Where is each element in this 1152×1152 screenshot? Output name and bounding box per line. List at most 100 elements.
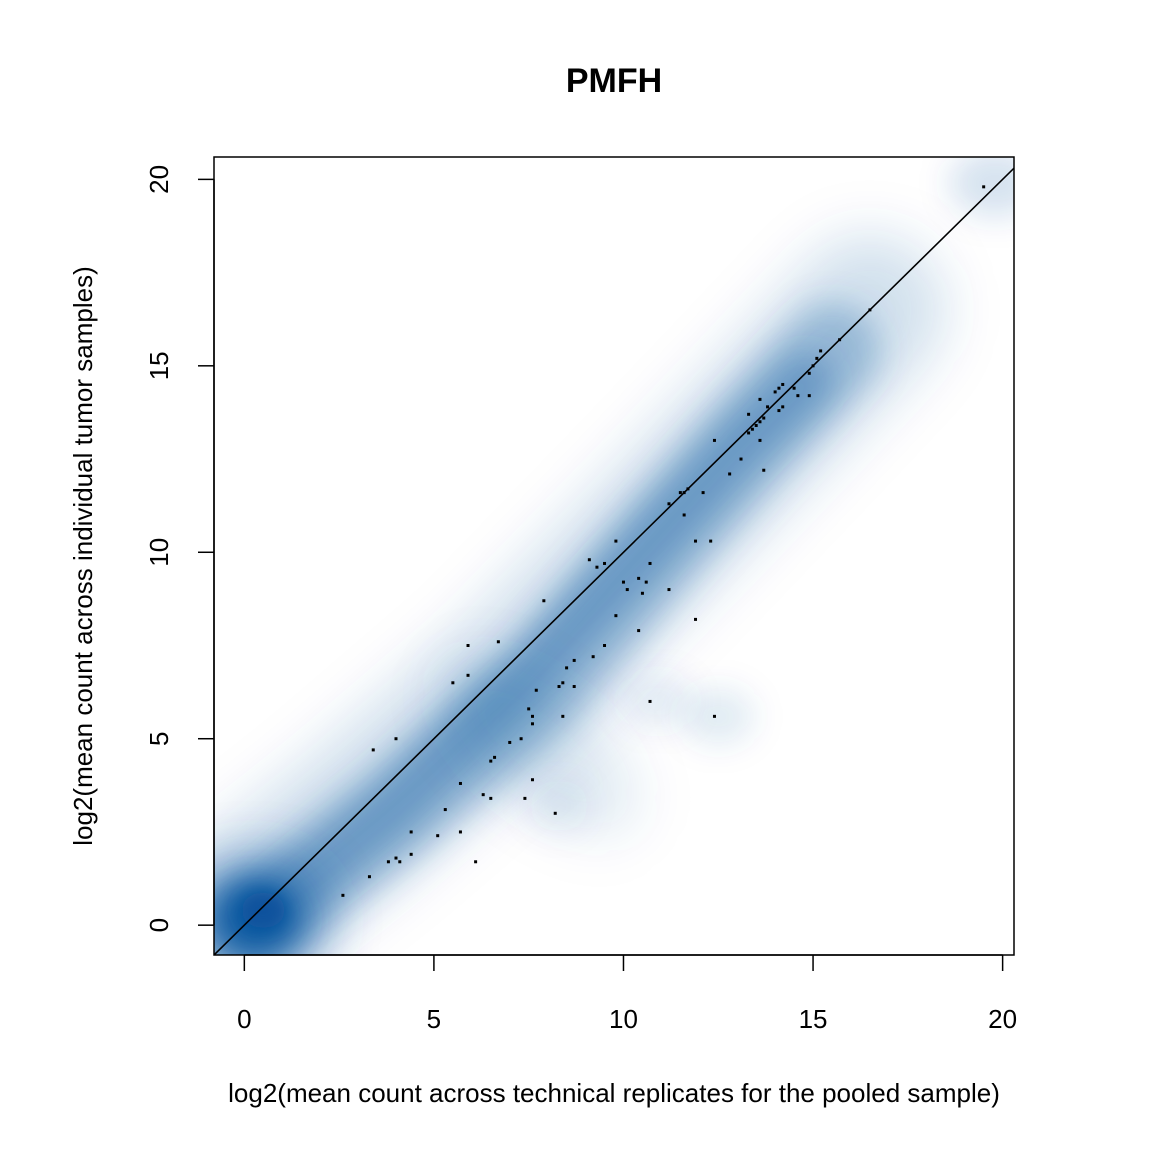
data-point (530, 722, 534, 726)
data-point (542, 599, 546, 603)
data-point (443, 808, 447, 812)
data-point (728, 472, 732, 476)
data-point (409, 830, 413, 834)
data-point (667, 502, 671, 506)
density-cloud (214, 157, 1014, 955)
data-point (561, 714, 565, 718)
data-point (489, 796, 493, 800)
data-point (508, 740, 512, 744)
data-point (694, 617, 698, 621)
data-point (621, 580, 625, 584)
density-blob (949, 157, 1014, 218)
data-point (603, 561, 607, 565)
data-point (565, 666, 569, 670)
data-point (758, 420, 762, 424)
data-point (530, 778, 534, 782)
data-point (807, 394, 811, 398)
y-axis-title: log2(mean count across individual tumor … (68, 266, 98, 846)
data-point (341, 893, 345, 897)
data-point (572, 685, 576, 689)
data-point (436, 834, 440, 838)
data-point (572, 658, 576, 662)
x-axis: 0 5 10 15 20 (237, 954, 1017, 1034)
data-point (591, 655, 595, 659)
data-point (754, 423, 758, 427)
data-point (747, 431, 751, 435)
data-point (811, 364, 815, 368)
data-point (982, 185, 986, 189)
data-point (682, 491, 686, 495)
data-point (709, 539, 713, 543)
data-point (796, 394, 800, 398)
data-point (682, 513, 686, 517)
data-point (777, 386, 781, 390)
density-blob (441, 658, 639, 835)
data-point (637, 629, 641, 633)
data-point (807, 371, 811, 375)
reference-line-group (214, 167, 1014, 955)
chart-title: PMFH (566, 62, 662, 100)
data-point (394, 856, 398, 860)
data-point (762, 468, 766, 472)
data-point (667, 588, 671, 592)
data-point (466, 673, 470, 677)
data-point (553, 811, 557, 815)
data-point (773, 390, 777, 394)
density-blob (529, 779, 590, 832)
outlier-points (341, 185, 986, 897)
data-point (367, 875, 371, 879)
data-point (648, 699, 652, 703)
data-point (493, 755, 497, 759)
density-blob (241, 892, 286, 929)
data-point (534, 688, 538, 692)
data-point (466, 643, 470, 647)
data-point (614, 539, 618, 543)
data-point (458, 830, 462, 834)
data-point (750, 427, 754, 431)
density-blob (621, 675, 694, 728)
data-point (587, 558, 591, 562)
data-point (625, 588, 629, 592)
data-point (637, 576, 641, 580)
data-point (458, 781, 462, 785)
data-point (640, 591, 644, 595)
data-point (527, 707, 531, 711)
data-point (557, 685, 561, 689)
data-point (781, 382, 785, 386)
x-tick-label: 0 (237, 1004, 251, 1034)
data-point (868, 308, 872, 312)
data-point (739, 457, 743, 461)
data-point (815, 356, 819, 360)
data-point (644, 580, 648, 584)
data-point (766, 405, 770, 409)
data-point (648, 561, 652, 565)
x-axis-title: log2(mean count across technical replica… (228, 1078, 1000, 1108)
data-point (838, 338, 842, 342)
y-axis: 0 5 10 15 20 (144, 165, 215, 932)
data-point (712, 438, 716, 442)
data-point (686, 487, 690, 491)
data-point (678, 491, 682, 495)
data-point (792, 386, 796, 390)
data-point (398, 860, 402, 864)
reference-line (214, 167, 1014, 955)
data-point (386, 860, 390, 864)
data-point (474, 860, 478, 864)
data-point (530, 714, 534, 718)
y-tick-label: 20 (144, 165, 174, 194)
data-point (603, 643, 607, 647)
data-point (762, 416, 766, 420)
data-point (523, 796, 527, 800)
data-point (781, 405, 785, 409)
data-point (451, 681, 455, 685)
data-point (777, 409, 781, 413)
x-tick-label: 20 (988, 1004, 1017, 1034)
density-band (235, 353, 833, 942)
density-blob (682, 688, 755, 745)
data-point (694, 539, 698, 543)
data-point (595, 565, 599, 569)
data-point (519, 737, 523, 741)
data-point (409, 852, 413, 856)
data-point (758, 438, 762, 442)
